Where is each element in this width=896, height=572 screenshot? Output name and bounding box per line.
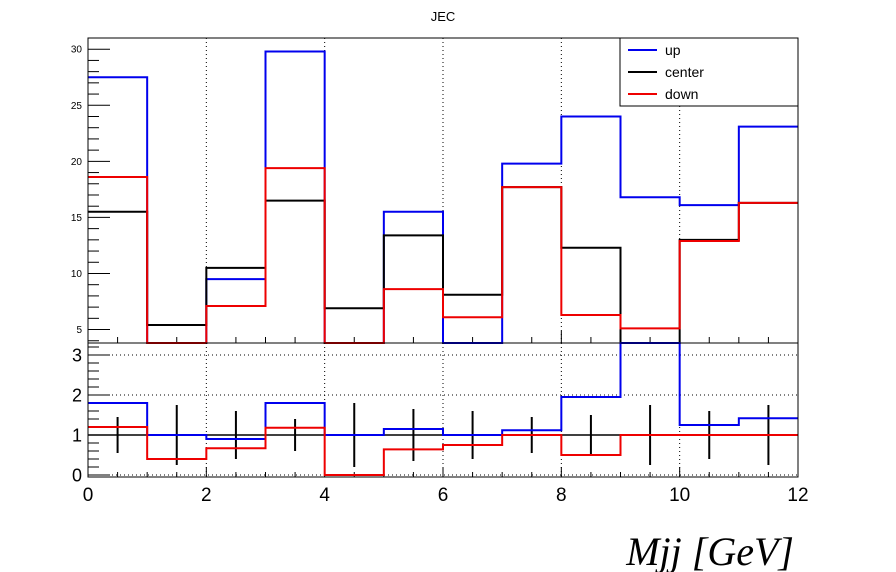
x-tick-label: 10 (669, 485, 690, 506)
y-tick-label: 30 (71, 45, 83, 56)
series-down-line (88, 167, 798, 344)
chart-title: JEC (431, 9, 456, 24)
top-panel: 5 10 15 20 25 30 (71, 37, 799, 344)
x-tick-label: 4 (319, 485, 330, 506)
y-tick-label: 2 (72, 385, 82, 405)
x-tick-label: 12 (787, 485, 808, 506)
x-tick-label: 2 (201, 485, 212, 506)
x-axis-label: Mjj [GeV] (625, 529, 794, 572)
ratio-plot-frame (87, 342, 799, 478)
x-tick-label: 0 (83, 485, 94, 506)
legend: up center down (619, 37, 799, 107)
y-tick-label: 5 (76, 325, 82, 336)
y-tick-label: 25 (71, 101, 83, 112)
x-tick-label: 8 (556, 485, 567, 506)
y-tick-label: 10 (71, 269, 83, 280)
series-down-ratio-line (88, 426, 798, 476)
y-tick-label: 3 (72, 345, 82, 365)
y-tick-label: 0 (72, 465, 82, 485)
legend-label-up: up (665, 42, 681, 58)
legend-label-center: center (665, 64, 704, 80)
y-tick-label: 1 (72, 425, 82, 445)
series-up-ratio-line (88, 342, 798, 440)
y-tick-label: 20 (71, 157, 83, 168)
x-tick-label: 6 (438, 485, 449, 506)
y-tick-label: 15 (71, 213, 83, 224)
legend-label-down: down (665, 86, 698, 102)
